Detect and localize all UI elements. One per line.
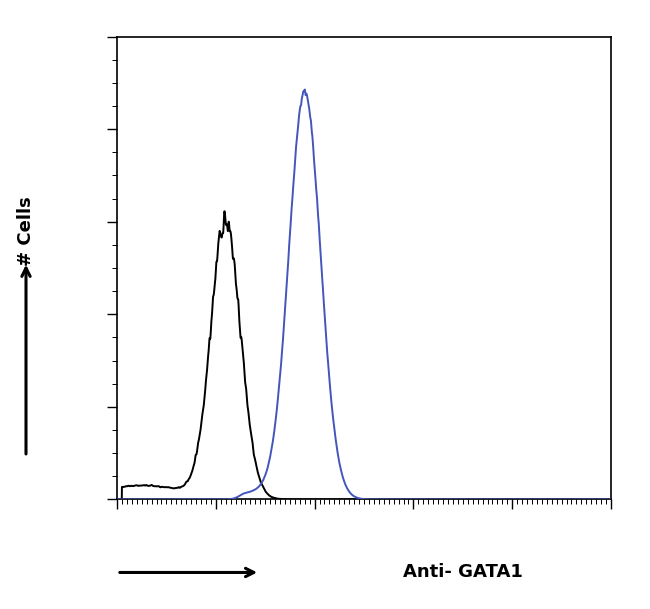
Text: # Cells: # Cells [17,197,35,266]
Text: Anti- GATA1: Anti- GATA1 [403,563,523,582]
